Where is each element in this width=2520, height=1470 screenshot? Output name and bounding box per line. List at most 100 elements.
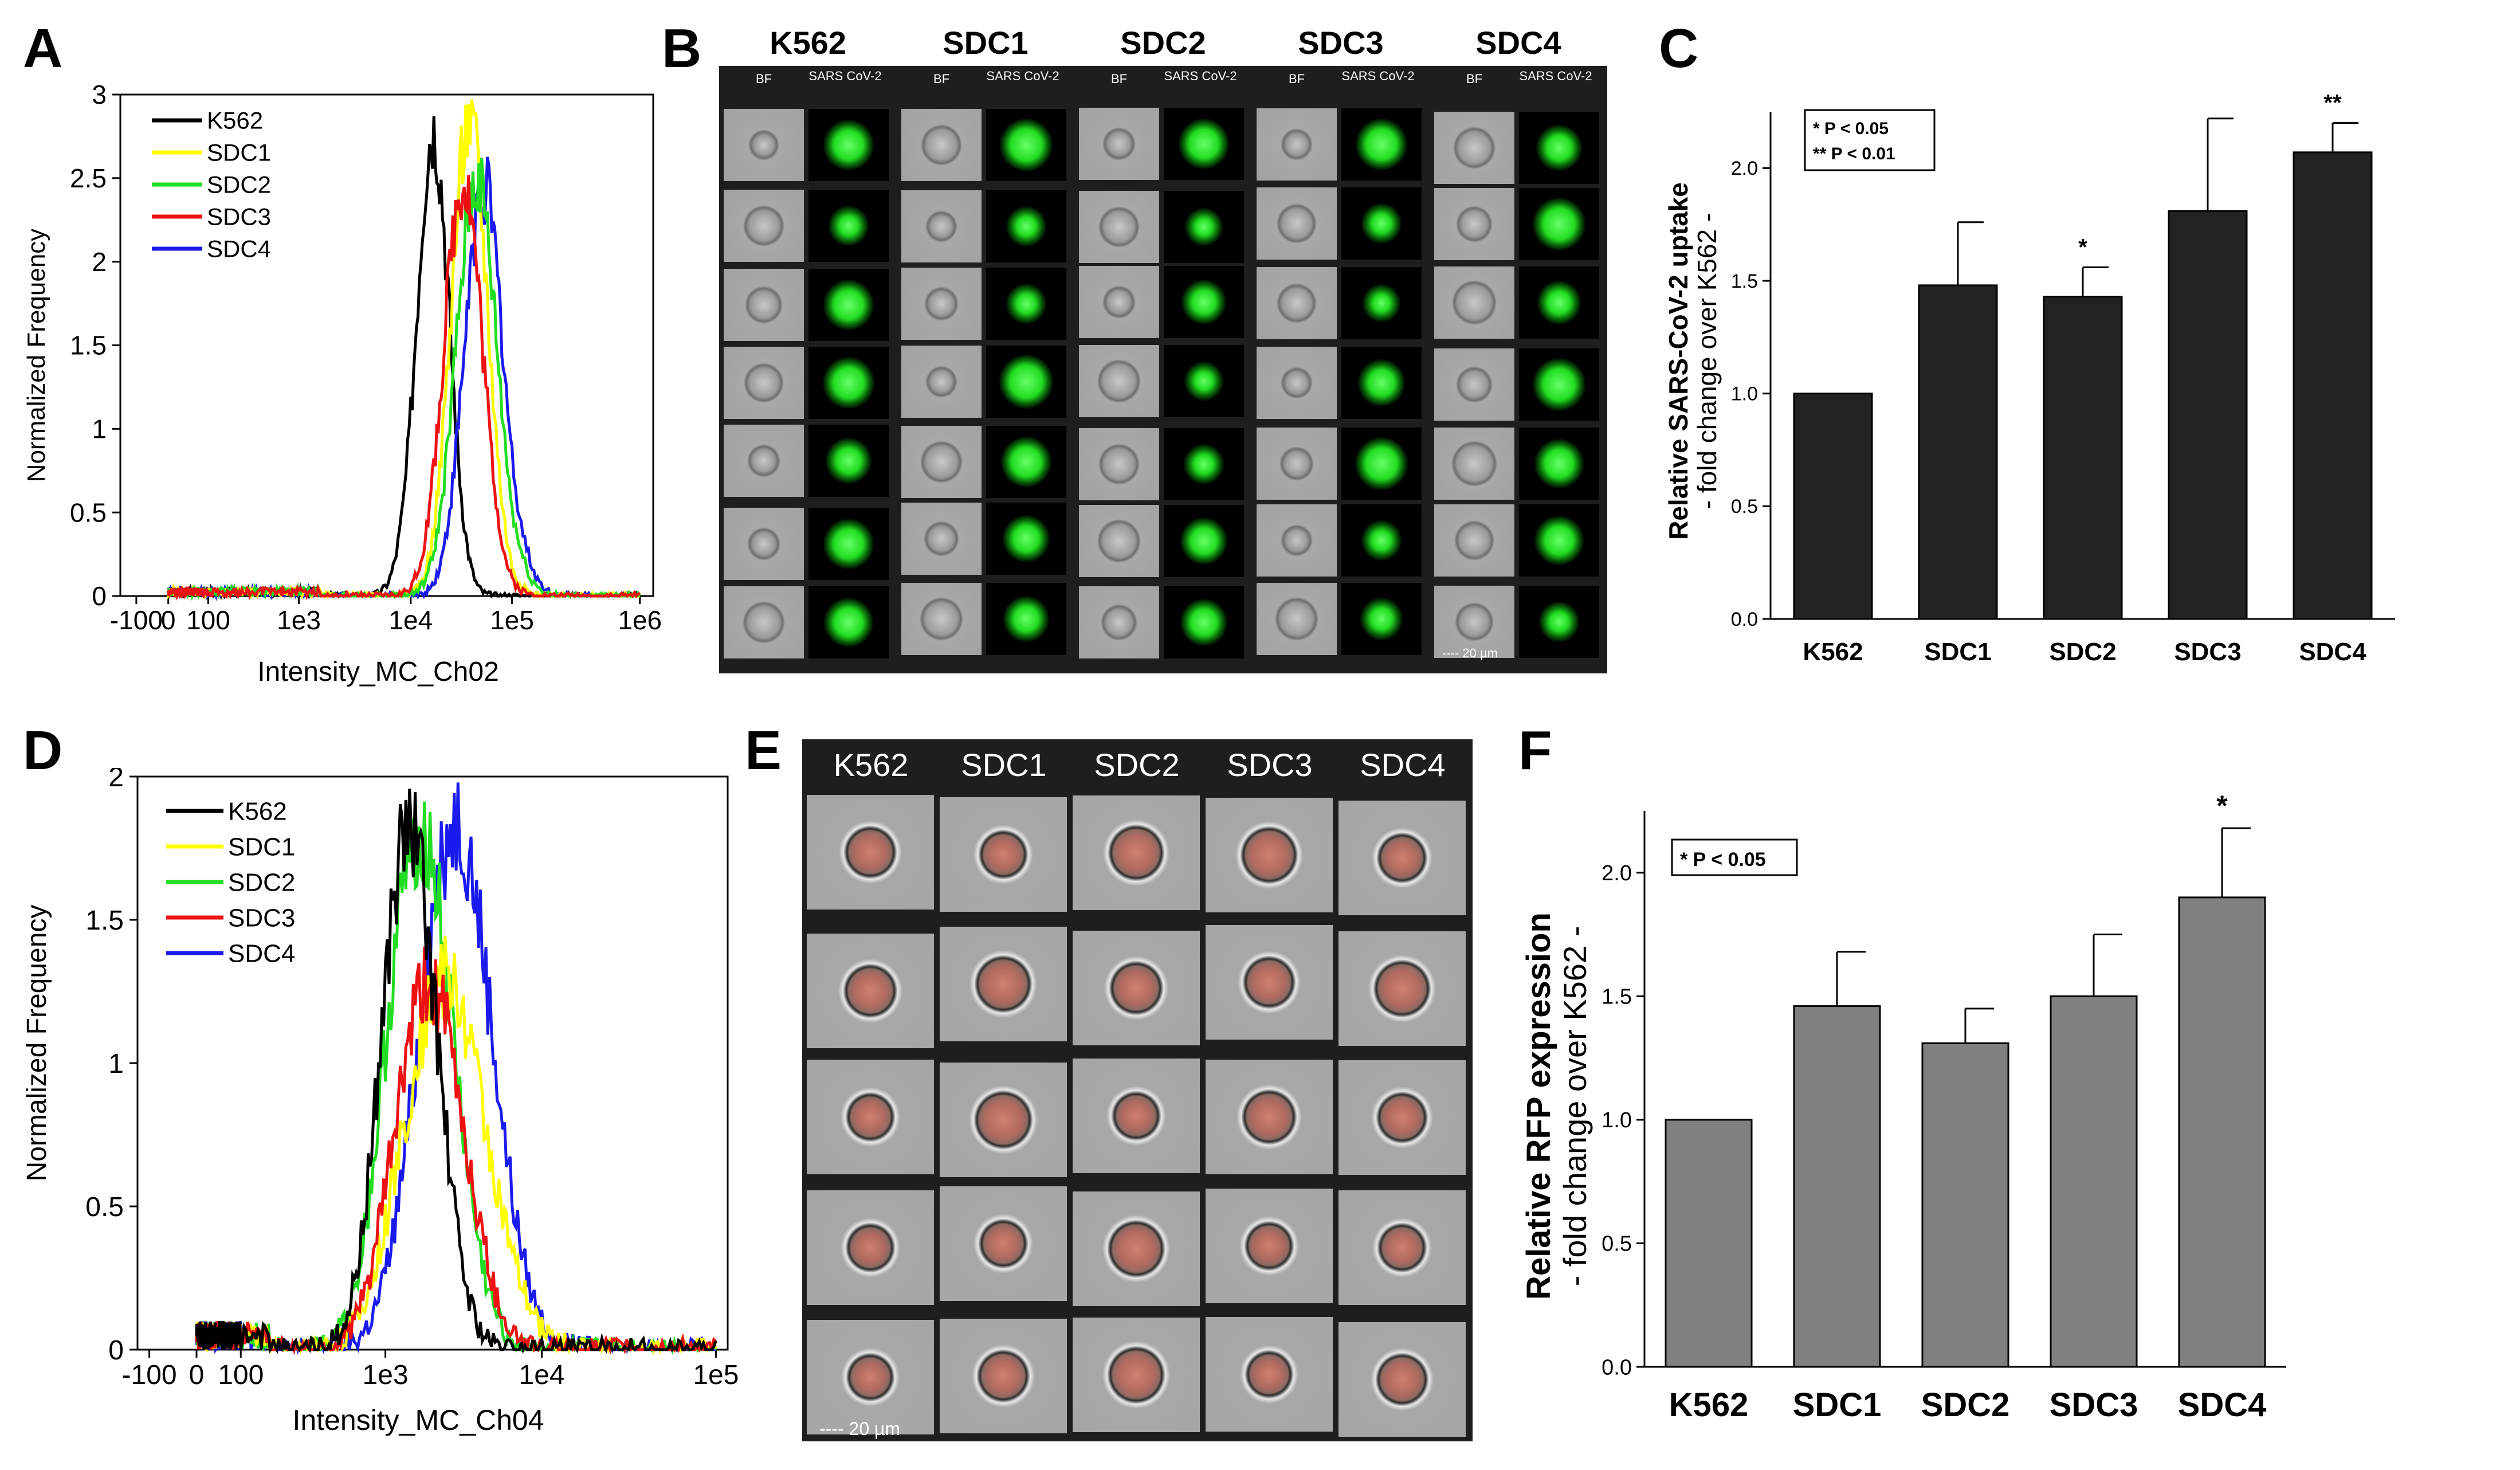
x-tick-label: 0 xyxy=(161,605,176,635)
sars-cov-2-fluorescence-image xyxy=(1519,586,1599,658)
group-header-sdc2: SDC2 xyxy=(1094,747,1180,783)
y-tick-label: 1.5 xyxy=(1602,985,1632,1009)
image-grid-b: BF SARS CoV-2 BF SARS CoV-2 BF SARS CoV-2 BF SA… xyxy=(719,66,1607,673)
panel-label-b: B xyxy=(662,18,702,79)
brightfield-cell-image xyxy=(1257,428,1337,500)
sars-cov-2-fluorescence-image xyxy=(1341,504,1422,577)
panel-label-d: D xyxy=(23,720,63,781)
x-tick-label: 1e4 xyxy=(388,605,433,635)
x-tick-label: -100 xyxy=(110,605,163,635)
y-axis-label-secondary: - fold change over K562 - xyxy=(1557,926,1593,1287)
significance-marker: * xyxy=(2078,234,2087,260)
bar-sdc3 xyxy=(2168,210,2248,620)
series-line-sdc3 xyxy=(167,175,641,601)
category-label-sdc1: SDC1 xyxy=(1793,1386,1882,1424)
y-tick-label: 0.5 xyxy=(70,497,107,527)
brightfield-cell-image xyxy=(901,190,982,262)
x-tick-label: 1e6 xyxy=(618,605,662,635)
group-header-k562: K562 xyxy=(833,747,909,783)
y-tick-label: 2.0 xyxy=(1602,861,1632,885)
bar-sdc4 xyxy=(2293,151,2373,620)
column-header-bf: BF xyxy=(933,72,950,86)
histogram-chart-a: Normalized Frequency Intensity_MC_Ch02 -… xyxy=(22,80,662,687)
brightfield-cell-image xyxy=(901,426,982,498)
brightfield-cell-image xyxy=(1434,586,1514,658)
bar-k562 xyxy=(1793,393,1873,620)
brightfield-cell-image xyxy=(724,347,804,419)
brightfield-cell-image xyxy=(1434,266,1514,339)
brightfield-cell-image xyxy=(1079,266,1159,338)
rfp-cell-image xyxy=(807,934,934,1048)
sars-cov-2-fluorescence-image xyxy=(1341,267,1422,339)
y-tick-label: 0.0 xyxy=(1731,609,1758,630)
y-tick-label: 0.5 xyxy=(85,1192,124,1222)
rfp-cell-image xyxy=(1338,1322,1466,1437)
bar-sdc2 xyxy=(2043,296,2123,620)
significance-marker: * xyxy=(2216,790,2228,822)
legend-label-sdc2: SDC2 xyxy=(207,171,271,198)
x-tick-label: 100 xyxy=(186,605,230,635)
legend-label-k562: K562 xyxy=(228,797,287,825)
sars-cov-2-fluorescence-image xyxy=(808,347,889,419)
bar-sdc4 xyxy=(2178,896,2266,1368)
brightfield-cell-image xyxy=(724,508,804,580)
histogram-chart-d: Normalized Frequency Intensity_MC_Ch04 -… xyxy=(22,768,739,1436)
rfp-cell-image xyxy=(807,795,934,910)
rfp-cell-image xyxy=(1338,931,1466,1046)
brightfield-cell-image xyxy=(1079,428,1159,500)
y-tick-label: 0.5 xyxy=(1731,496,1758,518)
scale-bar-label: ---- 20 µm xyxy=(819,1418,901,1439)
sars-cov-2-fluorescence-image xyxy=(986,268,1066,340)
column-header-bf: BF xyxy=(1288,72,1305,86)
rfp-cell-image xyxy=(1206,1189,1333,1303)
brightfield-cell-image xyxy=(1434,504,1514,577)
legend-label-sdc3: SDC3 xyxy=(228,904,295,932)
rfp-cell-image xyxy=(1073,1318,1200,1432)
y-tick-label: 1.0 xyxy=(1602,1108,1632,1132)
sars-cov-2-fluorescence-image xyxy=(808,269,889,341)
category-label-sdc2: SDC2 xyxy=(2049,638,2116,666)
rfp-cell-image xyxy=(940,1063,1067,1177)
rfp-cell-image xyxy=(940,797,1067,912)
legend-label-sdc2: SDC2 xyxy=(228,868,295,896)
rfp-cell-image xyxy=(807,1190,934,1305)
x-tick-label: -100 xyxy=(122,1360,177,1390)
sars-cov-2-fluorescence-image xyxy=(1164,586,1244,658)
rfp-cell-image xyxy=(1073,1191,1200,1306)
y-tick-label: 0.5 xyxy=(1602,1232,1632,1256)
x-tick-label: 1e3 xyxy=(277,605,321,635)
brightfield-cell-image xyxy=(724,109,804,181)
rfp-cell-image xyxy=(1338,801,1466,915)
brightfield-cell-image xyxy=(1257,504,1337,577)
column-header-bf: BF xyxy=(1110,72,1128,86)
sars-cov-2-fluorescence-image xyxy=(986,109,1066,181)
sars-cov-2-fluorescence-image xyxy=(1341,428,1422,500)
group-header-k562: K562 xyxy=(770,25,846,61)
sars-cov-2-fluorescence-image xyxy=(1519,348,1599,421)
panel-label-e: E xyxy=(745,720,782,781)
brightfield-cell-image xyxy=(1079,586,1159,658)
rfp-cell-image xyxy=(1073,1059,1200,1173)
panel-label-f: F xyxy=(1518,720,1552,781)
rfp-cell-image xyxy=(1073,931,1200,1045)
brightfield-cell-image xyxy=(1257,583,1337,655)
column-header-bf: BF xyxy=(1466,72,1483,86)
brightfield-cell-image xyxy=(901,346,982,418)
x-tick-label: 0 xyxy=(189,1360,205,1390)
y-axis-label: Relative RFP expression xyxy=(1520,912,1557,1300)
x-axis-label: Intensity_MC_Ch04 xyxy=(292,1404,544,1436)
y-tick-label: 1 xyxy=(108,1049,124,1079)
significance-legend-box xyxy=(1671,838,1798,876)
x-tick-label: 1e5 xyxy=(693,1360,739,1390)
brightfield-cell-image xyxy=(1079,345,1159,417)
column-header-sars-cov-2: SARS CoV-2 xyxy=(986,69,1059,83)
column-header-sars-cov-2: SARS CoV-2 xyxy=(1341,69,1415,83)
sars-cov-2-fluorescence-image xyxy=(1164,191,1244,263)
brightfield-cell-image xyxy=(1257,347,1337,419)
rfp-cell-image xyxy=(940,1186,1067,1301)
y-tick-label: 0.0 xyxy=(1602,1355,1632,1379)
bar-chart-c: Relative SARS-CoV-2 uptake - fold change… xyxy=(1663,91,2395,666)
y-axis-label: Normalized Frequency xyxy=(22,229,50,483)
sars-cov-2-fluorescence-image xyxy=(1164,345,1244,417)
legend-label-sdc3: SDC3 xyxy=(207,203,271,230)
